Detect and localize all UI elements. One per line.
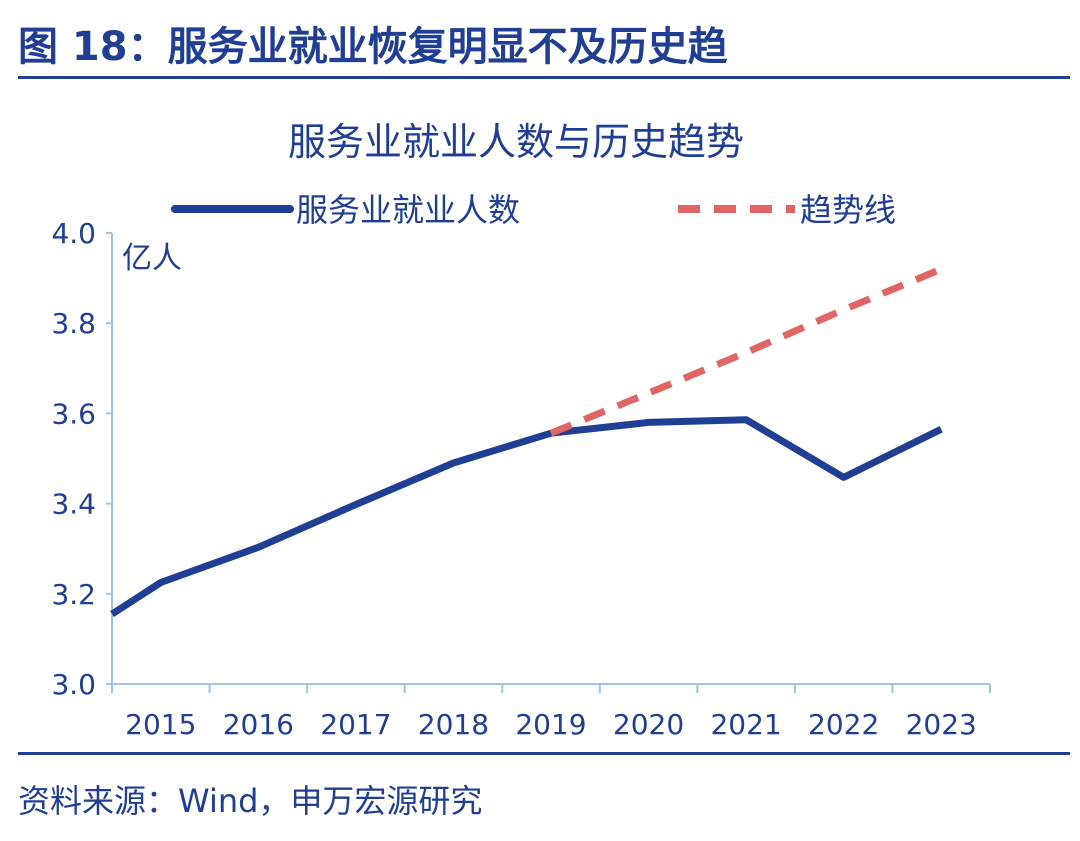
header-rule — [18, 76, 1070, 79]
series-line-1 — [549, 265, 943, 437]
y-tick-label: 3.6 — [51, 397, 96, 430]
figure-title: 图 18：服务业就业恢复明显不及历史趋 — [18, 24, 728, 70]
y-tick-label: 3.2 — [51, 578, 96, 611]
series-layer — [110, 265, 943, 618]
footer-rule — [18, 752, 1070, 755]
x-tick-label: 2017 — [320, 708, 391, 741]
legend: 服务业就业人数 趋势线 — [171, 191, 896, 229]
y-axis-unit-label: 亿人 — [122, 241, 182, 276]
y-tick-label: 3.4 — [51, 488, 96, 521]
x-tick-label: 2021 — [710, 708, 781, 741]
x-tick-label: 2023 — [906, 708, 977, 741]
y-tick-label: 4.0 — [51, 217, 96, 250]
y-tick-label: 3.0 — [51, 668, 96, 701]
chart-title: 服务业就业人数与历史趋势 — [288, 120, 744, 164]
series-line-0 — [110, 416, 943, 618]
source-note: 资料来源：Wind，申万宏源研究 — [18, 782, 483, 820]
x-tick-label: 2018 — [418, 708, 489, 741]
x-tick-label: 2022 — [808, 708, 879, 741]
x-tick-label: 2015 — [125, 708, 196, 741]
x-tick-label: 2020 — [613, 708, 684, 741]
x-tick-label: 2016 — [223, 708, 294, 741]
legend-label-1: 趋势线 — [800, 191, 896, 229]
axes: 3.0 3.2 3.4 3.6 3.8 4.0 2015 2016 2017 2018 2019 20… — [51, 217, 991, 741]
legend-label-0: 服务业就业人数 — [296, 191, 520, 229]
x-tick-label: 2019 — [515, 708, 586, 741]
y-tick-label: 3.8 — [51, 307, 96, 340]
